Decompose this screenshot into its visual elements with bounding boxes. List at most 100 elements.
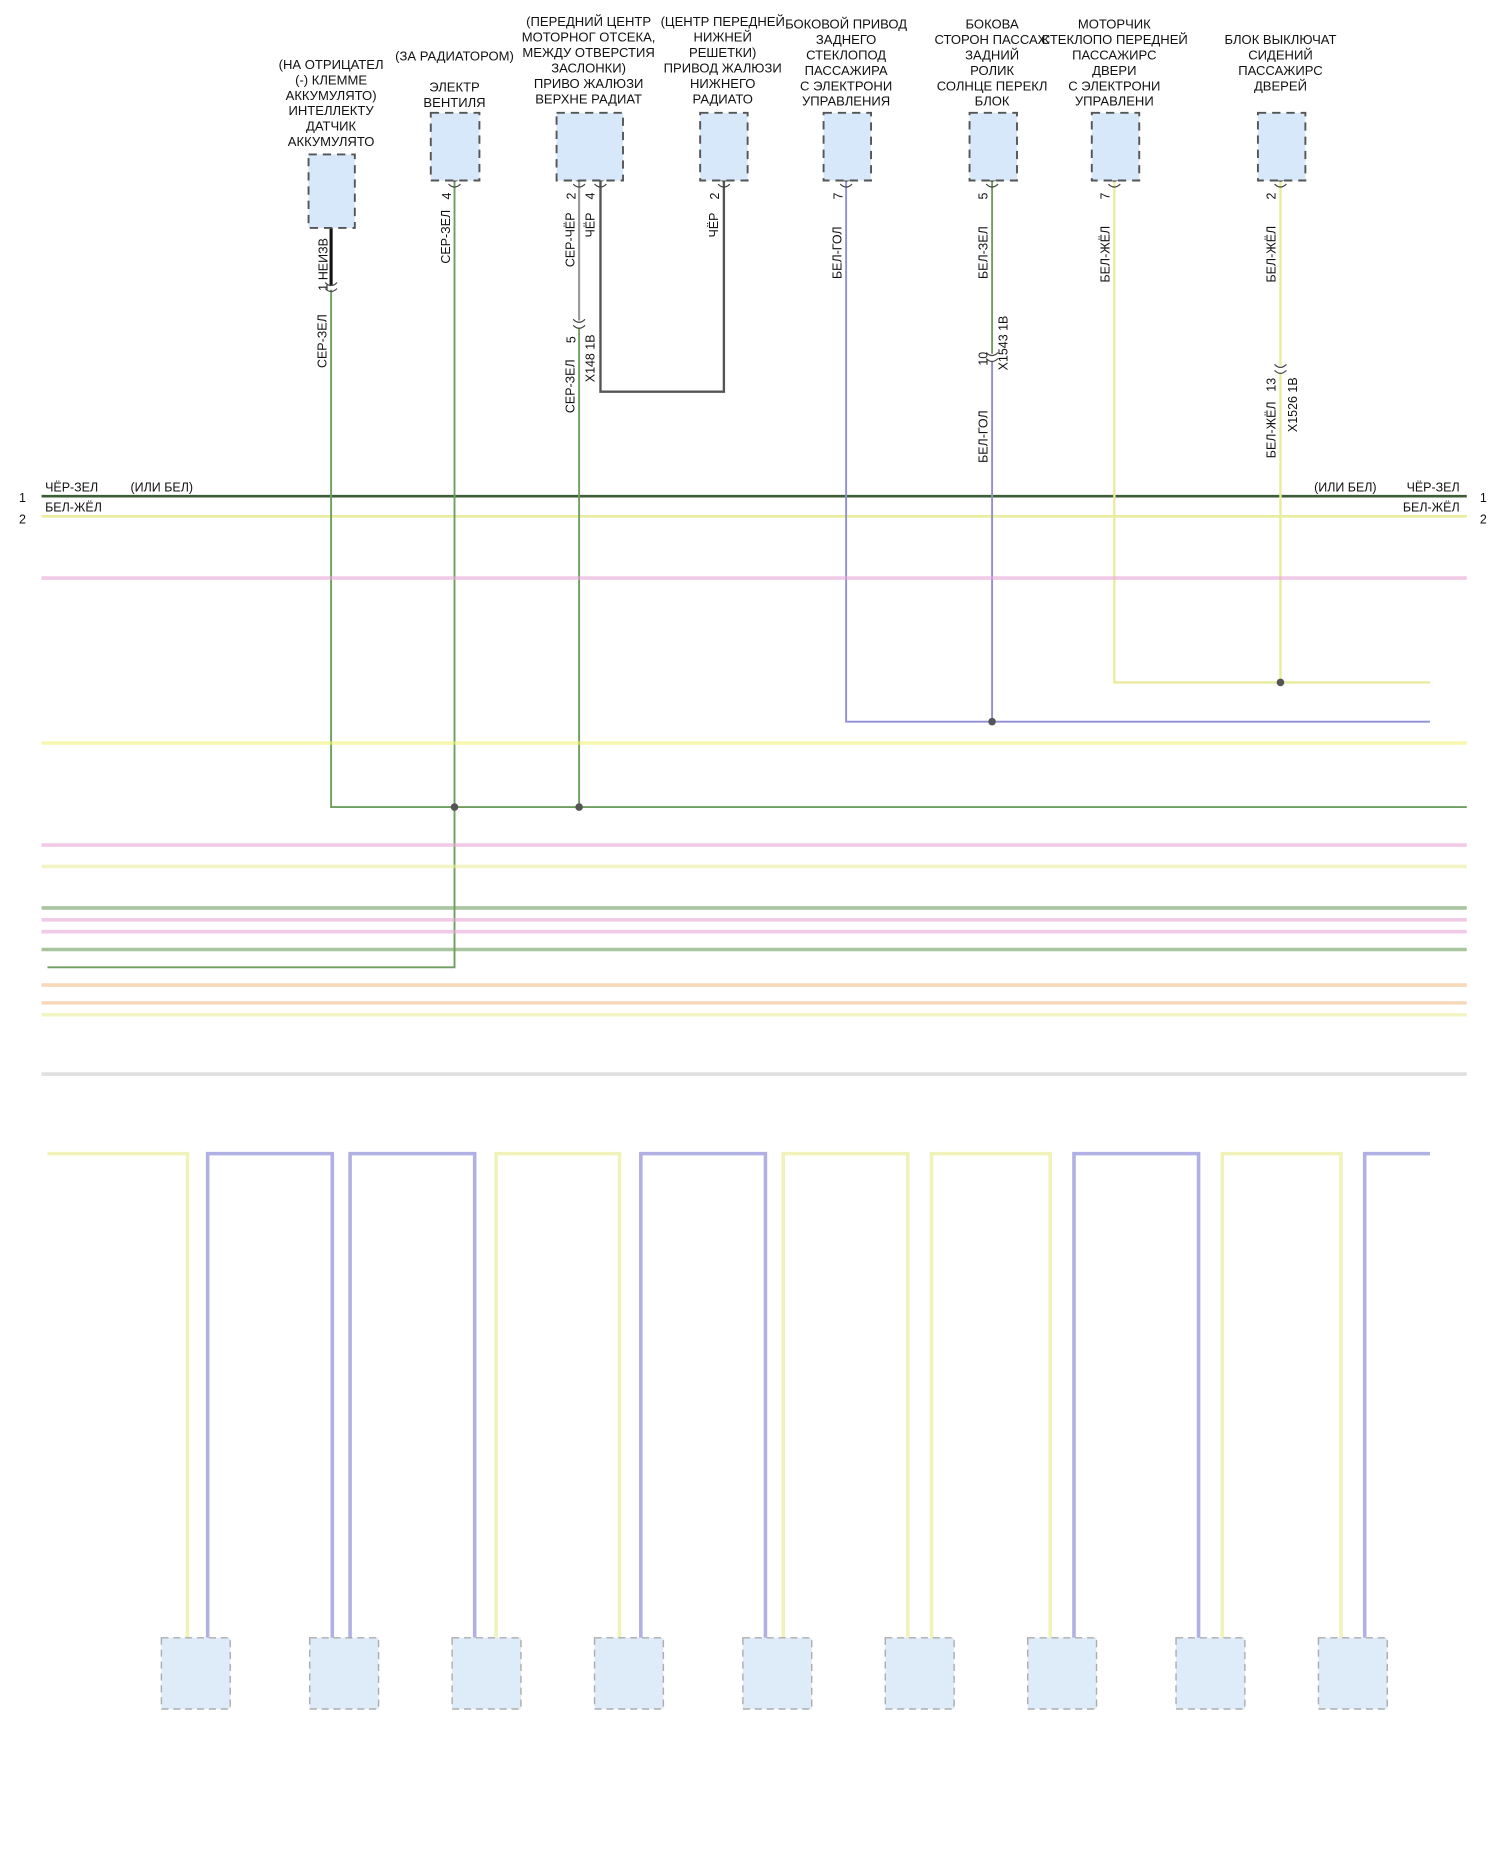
module-feed-wire (205, 1151, 335, 1638)
module-feed-wire (1072, 1151, 1201, 1638)
wire-label: СЕР-ЗЕЛ (315, 314, 329, 368)
component-label: ИНТЕЛЛЕКТУ (289, 103, 375, 118)
wire-label: НЕИЗВ (317, 238, 331, 280)
splice-dot (575, 803, 583, 811)
component-label: ВЕНТИЛЯ (423, 95, 485, 110)
wire-label: БЕЛ-ЖЁЛ (1099, 226, 1113, 283)
component-label: С ЭЛЕКТРОНИ (1068, 78, 1160, 93)
component-box[interactable] (968, 111, 1018, 182)
wire-fan (47, 180, 456, 969)
bus-wire-label: ЧЁР-ЗЕЛ (45, 480, 98, 494)
pin-number: 7 (832, 192, 846, 199)
component-label: СОЛНЦЕ ПЕРЕКЛ (937, 78, 1048, 93)
component-box[interactable] (699, 111, 749, 182)
pin-number: 2 (1265, 192, 1279, 199)
module-box[interactable] (742, 1637, 813, 1710)
component-label: (НА ОТРИЦАТЕЛ (279, 57, 384, 72)
connector-symbol (985, 352, 999, 363)
connector-pin: 13 (1265, 378, 1279, 392)
component-label: СТЕКЛОПО ПЕРЕДНЕЙ (1041, 32, 1188, 47)
bus-line-number: 2 (19, 512, 26, 526)
component-label: МОТОРНОГ ОТСЕКА, (522, 30, 656, 45)
component-label: (ПЕРЕДНИЙ ЦЕНТР (526, 14, 651, 29)
wire-label: БЕЛ-ЖЁЛ (1265, 401, 1279, 458)
pin-number: 5 (976, 192, 990, 199)
splice-dot (450, 803, 459, 811)
component-label: ДВЕРИ (1092, 63, 1136, 78)
module-feed-wire (1362, 1151, 1430, 1638)
component-radiator-fan[interactable]: (ЗА РАДИАТОРОМ) ЭЛЕКТР ВЕНТИЛЯ (395, 49, 514, 182)
bus-line-number: 1 (19, 491, 26, 505)
module-box[interactable] (160, 1637, 231, 1710)
component-label: (ЗА РАДИАТОРОМ) (395, 49, 514, 64)
component-label: С ЭЛЕКТРОНИ (800, 78, 892, 93)
module-box[interactable] (1317, 1637, 1388, 1710)
component-box[interactable] (1256, 111, 1307, 182)
pin-number: 2 (565, 192, 579, 199)
wire-label: ЧЁР (707, 213, 721, 238)
splice-dot (1276, 678, 1285, 687)
component-rear-window-motor[interactable]: БОКОВОЙ ПРИВОД ЗАДНЕГО СТЕКЛОПОД ПАССАЖИ… (785, 17, 907, 182)
wire-label: СЕР-ЗЕЛ (563, 359, 577, 413)
module-feed-wire (348, 1151, 477, 1638)
component-lower-grille-shutter[interactable]: (ЦЕНТР ПЕРЕДНЕЙ НИЖНЕЙ РЕШЕТКИ) ПРИВОД Ж… (661, 14, 785, 182)
component-label: БЛОК (975, 94, 1010, 109)
wire-label: БЕЛ-ЖЁЛ (1265, 226, 1279, 283)
component-label: ПРИВО ЖАЛЮЗИ (534, 76, 644, 91)
connector-pin: 5 (565, 336, 579, 343)
component-box[interactable] (822, 111, 872, 182)
module-box[interactable] (309, 1637, 380, 1710)
component-label: РЕШЕТКИ) (689, 45, 756, 60)
wire-shutter-ground (599, 180, 726, 393)
component-sunshade-module[interactable]: БОКОВА СТОРОН ПАССАЖ ЗАДНИЙ РОЛИК СОЛНЦЕ… (934, 17, 1050, 182)
component-box[interactable] (555, 111, 624, 182)
component-label: УПРАВЛЕНИ (1075, 94, 1154, 109)
connector-name: X148 1B (584, 334, 598, 382)
module-box[interactable] (593, 1637, 665, 1710)
module-box[interactable] (1026, 1637, 1098, 1710)
component-label: БОКОВА (966, 17, 1019, 32)
wire-label: ЧЁР (584, 213, 598, 238)
connector-pin: 10 (976, 352, 990, 366)
component-label: БЛОК ВЫКЛЮЧАТ (1224, 32, 1336, 47)
bus-wire-alt-label: (ИЛИ БЕЛ) (1314, 480, 1376, 494)
component-label: (-) КЛЕММЕ (295, 72, 367, 87)
component-label: НИЖНЕГО (690, 76, 755, 91)
bus-wire-label: БЕЛ-ЖЁЛ (45, 501, 102, 515)
module-feed-wire (1220, 1151, 1343, 1638)
module-feed-wire (494, 1151, 622, 1638)
components-layer (160, 1637, 1388, 1710)
module-box[interactable] (451, 1637, 522, 1710)
splice-dot (988, 717, 996, 726)
component-box[interactable] (1090, 111, 1141, 182)
component-label: ДВЕРЕЙ (1254, 78, 1307, 93)
component-box[interactable] (429, 111, 481, 182)
component-label: БОКОВОЙ ПРИВОД (785, 17, 907, 32)
component-label: РАДИАТО (693, 91, 753, 106)
connector-name: X1543 1B (997, 316, 1011, 371)
component-label: ЗАСЛОНКИ) (551, 61, 626, 76)
pin-number: 2 (708, 192, 722, 199)
bus-wire-label: ЧЁР-ЗЕЛ (1407, 480, 1460, 494)
component-label: ВЕРХНЕ РАДИАТ (535, 91, 642, 106)
component-label: ЭЛЕКТР (429, 79, 480, 94)
component-label: ПРИВОД ЖАЛЮЗИ (664, 61, 782, 76)
component-box[interactable] (307, 153, 356, 229)
component-label: ЗАДНЕГО (816, 32, 876, 47)
component-upper-grille-shutter[interactable]: (ПЕРЕДНИЙ ЦЕНТР МОТОРНОГ ОТСЕКА, МЕЖДУ О… (522, 14, 656, 182)
wire-rear-window (845, 180, 1430, 723)
wire-label: БЕЛ-ЗЕЛ (976, 226, 990, 279)
wire-label: СЕР-ЧЁР (563, 212, 577, 267)
component-label: ПАССАЖИРС (1072, 47, 1156, 62)
component-label: НИЖНЕЙ (694, 30, 752, 45)
component-battery-sensor[interactable]: (НА ОТРИЦАТЕЛ (-) КЛЕММЕ АККУМУЛЯТО) ИНТ… (279, 57, 384, 229)
module-box[interactable] (1175, 1637, 1246, 1710)
component-seat-switch-block[interactable]: БЛОК ВЫКЛЮЧАТ СИДЕНИЙ ПАССАЖИРС ДВЕРЕЙ (1224, 32, 1336, 182)
connector-symbol (1274, 364, 1287, 374)
component-front-window-motor[interactable]: МОТОРЧИК СТЕКЛОПО ПЕРЕДНЕЙ ПАССАЖИРС ДВЕ… (1041, 17, 1188, 182)
module-box[interactable] (884, 1637, 955, 1710)
component-label: (ЦЕНТР ПЕРЕДНЕЙ (661, 14, 785, 29)
connector-symbol (324, 282, 338, 293)
wire-label: СЕР-ЗЕЛ (439, 210, 453, 264)
